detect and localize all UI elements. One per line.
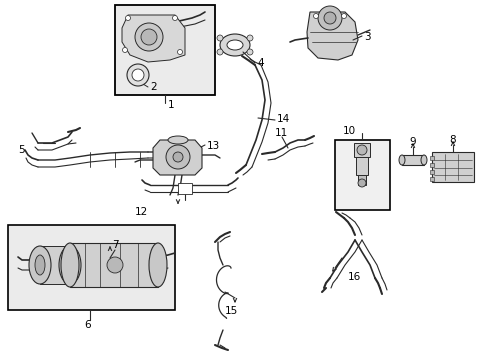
Bar: [429, 170, 433, 174]
Circle shape: [135, 23, 163, 51]
Bar: [8, 225, 175, 310]
Bar: [429, 163, 433, 167]
Text: 9: 9: [408, 137, 415, 147]
Circle shape: [317, 6, 341, 30]
Ellipse shape: [226, 40, 243, 50]
Ellipse shape: [149, 243, 167, 287]
Circle shape: [357, 179, 365, 187]
Bar: [431, 152, 473, 182]
Bar: [178, 183, 192, 194]
Circle shape: [177, 49, 182, 54]
Circle shape: [107, 257, 123, 273]
Circle shape: [173, 152, 183, 162]
Bar: [40, 246, 70, 284]
Bar: [353, 143, 369, 157]
Bar: [70, 243, 158, 287]
Text: 12: 12: [135, 207, 148, 217]
Circle shape: [141, 29, 157, 45]
Circle shape: [217, 49, 223, 55]
Text: 11: 11: [274, 128, 287, 138]
Ellipse shape: [220, 34, 249, 56]
Ellipse shape: [398, 155, 404, 165]
Circle shape: [246, 35, 252, 41]
Bar: [334, 140, 389, 210]
Ellipse shape: [59, 246, 81, 284]
Ellipse shape: [168, 136, 187, 144]
Polygon shape: [122, 15, 184, 62]
Bar: [401, 155, 423, 165]
Circle shape: [324, 12, 335, 24]
Polygon shape: [306, 12, 357, 60]
Circle shape: [127, 64, 149, 86]
Text: 4: 4: [257, 58, 263, 68]
Text: 5: 5: [18, 145, 24, 155]
Text: 7: 7: [112, 240, 119, 250]
Text: 10: 10: [342, 126, 355, 136]
Ellipse shape: [61, 243, 79, 287]
Circle shape: [341, 13, 346, 18]
Polygon shape: [153, 140, 202, 175]
Circle shape: [132, 69, 143, 81]
Text: 14: 14: [276, 114, 290, 124]
Text: 16: 16: [347, 272, 361, 282]
Bar: [355, 157, 367, 175]
Circle shape: [217, 35, 223, 41]
Circle shape: [313, 13, 318, 18]
Circle shape: [246, 49, 252, 55]
Text: 2: 2: [150, 82, 156, 92]
Text: 3: 3: [363, 32, 370, 42]
Bar: [357, 175, 365, 185]
Circle shape: [356, 145, 366, 155]
Text: 15: 15: [224, 306, 238, 316]
Text: 6: 6: [84, 320, 90, 330]
Text: 8: 8: [448, 135, 455, 145]
Text: 13: 13: [206, 141, 220, 151]
Circle shape: [122, 48, 127, 53]
Bar: [429, 156, 433, 160]
Text: 1: 1: [168, 100, 174, 110]
Ellipse shape: [420, 155, 426, 165]
Bar: [115, 5, 215, 95]
Circle shape: [165, 145, 190, 169]
Ellipse shape: [35, 255, 45, 275]
Circle shape: [125, 15, 130, 21]
Ellipse shape: [29, 246, 51, 284]
Bar: [429, 177, 433, 181]
Circle shape: [172, 15, 177, 21]
